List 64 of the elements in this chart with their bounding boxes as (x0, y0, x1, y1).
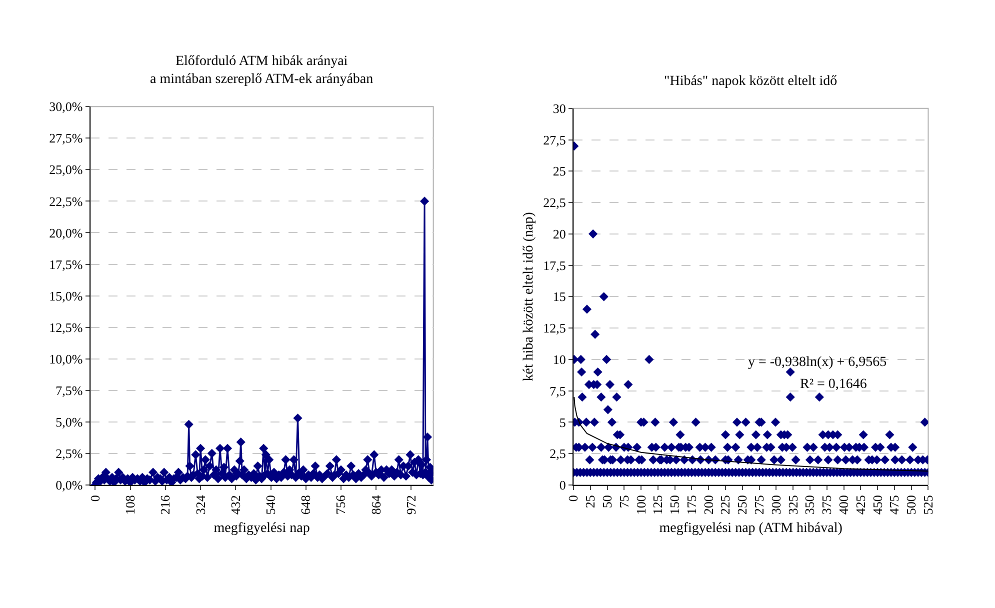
y-tick-label: 27,5 (543, 132, 566, 148)
y-tick-label: 2,5% (56, 446, 83, 461)
x-tick-label: 250 (734, 495, 750, 515)
y-tick-label: 30,0% (49, 99, 83, 114)
x-tick-label: 375 (819, 495, 834, 515)
x-tick-label: 325 (785, 495, 800, 515)
y-tick-label: 15 (552, 289, 566, 304)
y-tick-label: 5 (559, 414, 566, 430)
x-tick-label: 225 (718, 495, 733, 515)
x-axis-title: megfigyelési nap (ATM hibával) (659, 520, 843, 536)
x-tick-label: 864 (368, 494, 384, 515)
y-tick-label: 10 (552, 352, 566, 367)
y-axis-title: két hiba között eltelt idő (nap) (522, 212, 537, 382)
annotation: y = -0,938ln(x) + 6,9565 (748, 355, 887, 370)
x-tick-label: 175 (684, 495, 699, 515)
y-tick-label: 5,0% (56, 414, 83, 430)
y-tick-label: 2,5 (550, 446, 566, 462)
y-tick-label: 30 (552, 100, 566, 116)
x-tick-label: 108 (122, 495, 138, 515)
x-tick-label: 350 (802, 495, 818, 515)
x-tick-label: 400 (836, 495, 851, 515)
x-tick-label: 216 (158, 494, 173, 515)
y-tick-label: 12,5% (49, 320, 83, 335)
x-tick-label: 540 (262, 495, 278, 515)
chart-title: Előforduló ATM hibák arányai a mintában szereplő ATM-ek arányában (150, 54, 374, 88)
x-tick-label: 525 (920, 495, 936, 515)
x-tick-label: 125 (650, 495, 666, 515)
x-tick-label: 25 (582, 495, 598, 508)
y-tick-label: 15,0% (49, 288, 83, 304)
y-tick-label: 7,5 (550, 383, 566, 398)
x-tick-label: 75 (616, 495, 632, 508)
y-tick-label: 22,5 (543, 195, 566, 210)
y-tick-label: 25,0% (49, 162, 83, 178)
x-tick-label: 100 (633, 495, 648, 515)
y-tick-label: 17,5 (543, 258, 566, 273)
x-tick-label: 475 (886, 495, 902, 515)
x-tick-label: 324 (192, 494, 208, 515)
x-tick-label: 425 (852, 495, 868, 515)
annotation: R² = 0,1646 (800, 377, 867, 392)
y-tick-label: 20,0% (49, 225, 83, 240)
y-tick-label: 17,5% (49, 256, 83, 272)
y-tick-label: 7,5% (56, 382, 83, 398)
x-tick-label: 300 (768, 495, 784, 515)
y-tick-label: 10,0% (49, 351, 83, 366)
x-tick-label: 50 (599, 495, 614, 508)
x-tick-label: 200 (700, 495, 716, 515)
y-tick-label: 27,5% (49, 130, 83, 146)
y-tick-label: 12,5 (543, 320, 566, 336)
x-tick-label: 500 (904, 495, 919, 515)
x-tick-label: 275 (752, 495, 767, 515)
y-tick-label: 22,5% (49, 194, 83, 209)
y-tick-label: 25 (552, 164, 566, 179)
x-tick-label: 432 (228, 495, 243, 515)
x-tick-label: 0 (87, 495, 102, 502)
x-tick-label: 450 (870, 495, 885, 515)
x-tick-label: 972 (403, 495, 418, 515)
chart-title: "Hibás" napok között eltelt idő (664, 74, 838, 89)
x-tick-label: 0 (566, 495, 581, 502)
x-axis-title: megfigyelési nap (214, 520, 310, 536)
x-tick-label: 648 (298, 495, 314, 515)
x-tick-label: 756 (333, 494, 348, 515)
x-tick-label: 150 (667, 495, 682, 515)
y-tick-label: 20 (552, 226, 566, 242)
y-tick-label: 0,0% (56, 478, 83, 493)
